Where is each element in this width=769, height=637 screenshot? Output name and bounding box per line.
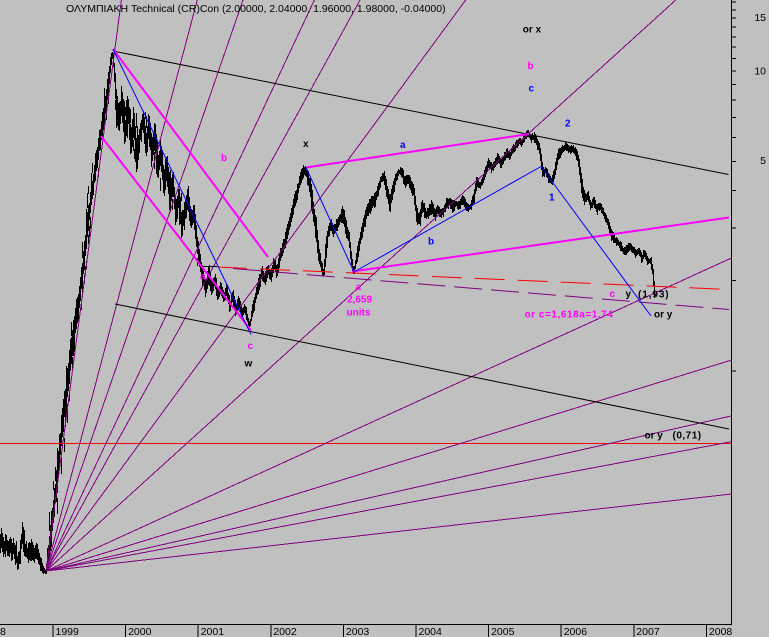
svg-text:x: x [303,139,309,150]
svg-text:or x: or x [523,25,542,36]
svg-text:2002: 2002 [273,626,297,637]
svg-text:ΟΛΥΜΠΙΑΚΗ Technical (CR)Con (2: ΟΛΥΜΠΙΑΚΗ Technical (CR)Con (2.00000, 2.… [66,3,446,15]
svg-text:2008: 2008 [709,626,733,637]
svg-text:(1,93): (1,93) [638,290,670,301]
svg-text:1: 1 [549,193,555,204]
svg-text:2000: 2000 [128,626,152,637]
svg-text:c: c [248,341,254,352]
svg-text:b: b [528,61,534,72]
svg-text:a: a [400,140,406,151]
svg-text:8: 8 [0,626,6,637]
svg-text:or c=1,618a=1,74: or c=1,618a=1,74 [525,310,614,321]
svg-text:a: a [356,282,362,293]
svg-text:2001: 2001 [201,626,225,637]
svg-text:2006: 2006 [564,626,588,637]
svg-text:2003: 2003 [346,626,370,637]
svg-text:units: units [347,308,371,319]
svg-text:or y: or y [654,310,673,321]
svg-text:5: 5 [760,155,766,167]
svg-text:1999: 1999 [56,626,80,637]
svg-text:b: b [428,237,434,248]
svg-text:2: 2 [565,119,571,130]
svg-text:10: 10 [754,66,766,78]
svg-text:2004: 2004 [419,626,443,637]
svg-text:a: a [200,272,206,283]
svg-text:2,659: 2,659 [347,295,372,306]
svg-text:15: 15 [754,12,766,24]
svg-text:(0,71): (0,71) [673,431,702,442]
svg-text:b: b [221,153,227,164]
svg-text:w: w [244,359,253,370]
svg-text:2007: 2007 [636,626,660,637]
svg-text:c: c [610,289,616,300]
svg-text:y: y [626,289,632,300]
svg-text:2005: 2005 [491,626,515,637]
svg-text:or y: or y [645,431,664,442]
svg-text:c: c [529,84,535,95]
